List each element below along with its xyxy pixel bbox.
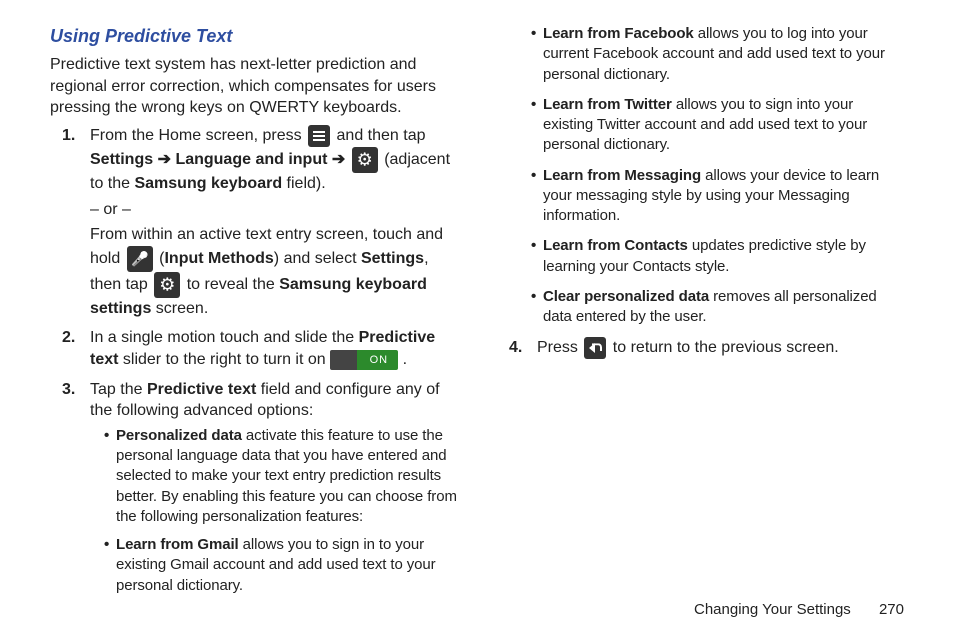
step1-input-methods: Input Methods — [164, 250, 273, 267]
menu-icon — [308, 125, 330, 147]
page-footer: Changing Your Settings 270 — [694, 600, 904, 620]
step-3: Tap the Predictive text field and config… — [90, 379, 457, 596]
step-4: Press to return to the previous screen. — [537, 337, 904, 359]
option-learn-facebook: Learn from Facebook allows you to log in… — [531, 24, 904, 85]
step1-text-b: and then tap — [337, 127, 426, 144]
step1-alt: From within an active text entry screen,… — [90, 224, 457, 319]
step1-settings: Settings — [90, 151, 153, 168]
opt-b: Learn from Facebook — [543, 25, 694, 42]
step-1: From the Home screen, press and then tap… — [90, 125, 457, 319]
step1-alt-2: ) and select — [274, 250, 361, 267]
step4-b: to return to the previous screen. — [613, 339, 839, 356]
page: Using Predictive Text Predictive text sy… — [0, 0, 954, 636]
option-learn-messaging: Learn from Messaging allows your device … — [531, 166, 904, 227]
opt-b: Learn from Gmail — [116, 536, 239, 553]
opt-b: Learn from Twitter — [543, 96, 672, 113]
gear-icon-2 — [154, 272, 180, 298]
footer-page: 270 — [879, 601, 904, 618]
step4-a: Press — [537, 339, 582, 356]
opt-b: Learn from Contacts — [543, 237, 688, 254]
step-2: In a single motion touch and slide the P… — [90, 327, 457, 370]
left-column: Using Predictive Text Predictive text sy… — [50, 24, 457, 606]
gear-icon — [352, 147, 378, 173]
option-learn-contacts: Learn from Contacts updates predictive s… — [531, 236, 904, 277]
step1-lang-input: Language and input — [175, 151, 327, 168]
step1-field-end: field). — [287, 175, 326, 192]
on-slider: ON — [330, 350, 398, 370]
step2-a: In a single motion touch and slide the — [90, 329, 359, 346]
steps-list-cont: Press to return to the previous screen. — [497, 337, 904, 359]
opt-b: Personalized data — [116, 427, 242, 444]
options-right-list: Learn from Facebook allows you to log in… — [497, 24, 904, 327]
step1-alt-4: to reveal the — [187, 276, 280, 293]
opt-b: Clear personalized data — [543, 288, 709, 305]
option-clear-personalized: Clear personalized data removes all pers… — [531, 287, 904, 328]
step1-or: – or – — [90, 199, 457, 221]
section-title: Using Predictive Text — [50, 24, 457, 48]
step1-alt-5: screen. — [151, 300, 208, 317]
mic-icon — [127, 246, 153, 272]
footer-chapter: Changing Your Settings — [694, 601, 851, 618]
back-icon — [584, 337, 606, 359]
opt-b: Learn from Messaging — [543, 167, 701, 184]
right-column: Learn from Facebook allows you to log in… — [497, 24, 904, 606]
step3-pt: Predictive text — [147, 381, 256, 398]
steps-list: From the Home screen, press and then tap… — [50, 125, 457, 596]
arrow2: ➔ — [332, 151, 345, 168]
step1-text-a: From the Home screen, press — [90, 127, 306, 144]
option-learn-gmail: Learn from Gmail allows you to sign in t… — [104, 535, 457, 596]
intro-paragraph: Predictive text system has next-letter p… — [50, 54, 457, 119]
step1-sk-field: Samsung keyboard — [134, 175, 282, 192]
options-left-list: Personalized data activate this feature … — [90, 426, 457, 596]
step3-a: Tap the — [90, 381, 147, 398]
step2-b: slider to the right to turn it on — [118, 351, 330, 368]
arrow1: ➔ — [158, 151, 171, 168]
option-personalized-data: Personalized data activate this feature … — [104, 426, 457, 527]
option-learn-twitter: Learn from Twitter allows you to sign in… — [531, 95, 904, 156]
step1-settings2: Settings — [361, 250, 424, 267]
